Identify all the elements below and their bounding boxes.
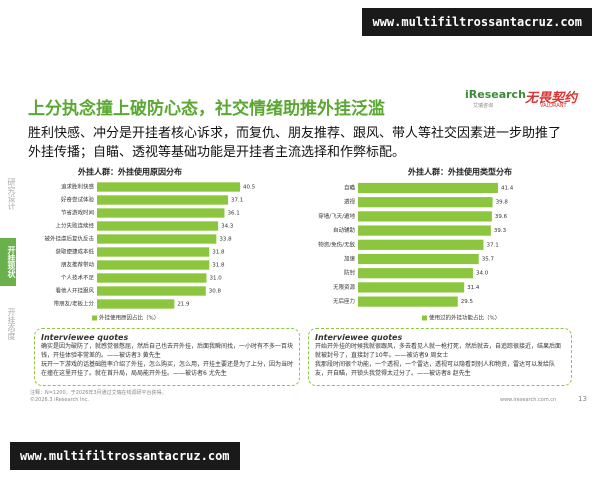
category-label: 加速: [344, 255, 356, 263]
category-label: 自动辅助: [333, 226, 356, 234]
bar: [97, 195, 228, 205]
watermark: www.multifiltrossantacruz.com: [10, 442, 240, 470]
value-label: 34.3: [221, 224, 234, 230]
category-label: 透视: [344, 198, 356, 206]
chart-title: 外挂人群：外挂使用原因分布: [78, 167, 182, 177]
quote: 开始开外挂的时候我就很跟风，多去看见人就一枪打死，然后就去，自追踪很接近，结果后…: [315, 343, 562, 359]
category-label: 自瞄: [344, 184, 356, 192]
quote-box: Interviewee quotes 开始开外挂的时候我就很跟风，多去看见人就一…: [308, 328, 572, 386]
category-label: 无限资源: [333, 283, 356, 291]
quote-box: Interviewee quotes 确实是因为破防了，就感觉很憋屈，然后自己也…: [34, 328, 300, 386]
bar: [97, 286, 206, 296]
footer-note: 注释：N=1200，于2026年3月通过艾瑞在线调研平台获得。: [30, 390, 167, 396]
value-label: 31.4: [467, 285, 480, 291]
value-label: 21.9: [177, 302, 190, 308]
category-label: 追求胜利快感: [61, 183, 95, 191]
quote: 玩开一下游戏的话基础胜率介绍了外挂，怎么购买，怎么用，开挂主要还是为了上分，因为…: [41, 361, 294, 377]
category-label: 节省游戏时间: [61, 209, 94, 217]
bar: [358, 239, 484, 250]
legend-swatch: [422, 315, 427, 321]
value-label: 35.7: [482, 257, 495, 263]
bar: [358, 197, 493, 208]
bar: [358, 282, 465, 293]
bar: [358, 182, 498, 194]
bar: [97, 221, 219, 231]
slide-title: 上分执念撞上破防心态，社交情绪助推外挂泛滥: [28, 99, 385, 119]
slide-subtitle: 胜利快感、冲分是开挂者核心诉求，而复仇、朋友推荐、跟风、带人等社交因素进一步助推…: [28, 126, 562, 160]
bar: [97, 260, 210, 270]
page-number: 13: [578, 395, 587, 403]
quote-heading: Interviewee quotes: [41, 333, 129, 342]
value-label: 36.1: [227, 211, 239, 217]
category-label: 被外挂虐后复仇反击: [44, 235, 94, 243]
category-label: 无后座力: [333, 297, 355, 305]
bar: [97, 273, 207, 283]
nav-item[interactable]: 研究设计: [7, 178, 16, 210]
category-label: 穿墙/飞天/遁地: [318, 212, 355, 220]
quote: 确实是因为破防了，就感觉很憋屈，然后自己也去开外挂，后面我瞬间找，一小时有不多一…: [41, 343, 294, 359]
category-label: 带朋友/老板上分: [54, 300, 95, 308]
bar: [358, 211, 492, 222]
nav-item[interactable]: 开挂态度: [7, 308, 16, 340]
chart-title: 外挂人群：外挂使用类型分布: [408, 167, 512, 177]
bar: [97, 299, 175, 309]
bar: [358, 225, 491, 236]
category-label: 好奇尝试体验: [61, 196, 95, 204]
bar: [97, 247, 210, 257]
bar: [358, 296, 458, 307]
value-label: 37.1: [231, 198, 243, 204]
value-label: 39.8: [496, 200, 509, 206]
brand-logo: iResearch: [465, 88, 526, 101]
value-label: 37.1: [486, 242, 498, 248]
bar: [97, 182, 240, 192]
brand-sub: 艾瑞咨询: [473, 103, 494, 109]
value-label: 33.8: [219, 237, 232, 243]
legend-label: 外挂使用原因占比（%）: [99, 314, 159, 322]
category-label: 防封: [344, 269, 356, 277]
value-label: 31.8: [212, 263, 225, 269]
quote-heading: Interviewee quotes: [315, 333, 403, 342]
game-sub: VALORANT: [540, 103, 567, 109]
category-label: 物资/免伤/无敌: [318, 240, 355, 248]
legend-swatch: [92, 315, 97, 321]
value-label: 39.3: [494, 228, 507, 234]
category-label: 个人技术不足: [61, 274, 95, 282]
value-label: 40.5: [243, 185, 256, 191]
value-label: 39.6: [495, 214, 508, 220]
game-logo: 无畏契约: [525, 91, 578, 106]
watermark: www.multifiltrossantacruz.com: [362, 8, 592, 36]
value-label: 30.8: [209, 289, 222, 295]
bar: [358, 253, 479, 265]
value-label: 34.0: [476, 271, 489, 277]
value-label: 31.0: [209, 276, 222, 282]
bar: [97, 234, 217, 244]
category-label: 朋友推荐带动: [61, 261, 95, 269]
footer-site: www.iresearch.com.cn: [500, 397, 557, 403]
quote: 我那段时间很个功能，一个透视，一个雷达，透视可以隐看到别人和物资，雷达可以发给队…: [315, 361, 556, 377]
category-label: 上分失败连续经: [55, 222, 94, 230]
value-label: 31.8: [212, 250, 225, 256]
category-label: 看他人开挂跟风: [55, 287, 94, 295]
legend-label: 使用过的外挂功能占比（%）: [429, 314, 500, 322]
value-label: 41.4: [501, 186, 514, 192]
bar: [358, 268, 473, 279]
footer-copyright: ©2026.3 iResearch Inc.: [30, 397, 89, 403]
value-label: 29.5: [461, 299, 474, 305]
category-label: 获取便捷成本低: [55, 248, 94, 256]
bar: [97, 208, 225, 218]
nav-item-active[interactable]: 开挂现状: [0, 238, 16, 286]
